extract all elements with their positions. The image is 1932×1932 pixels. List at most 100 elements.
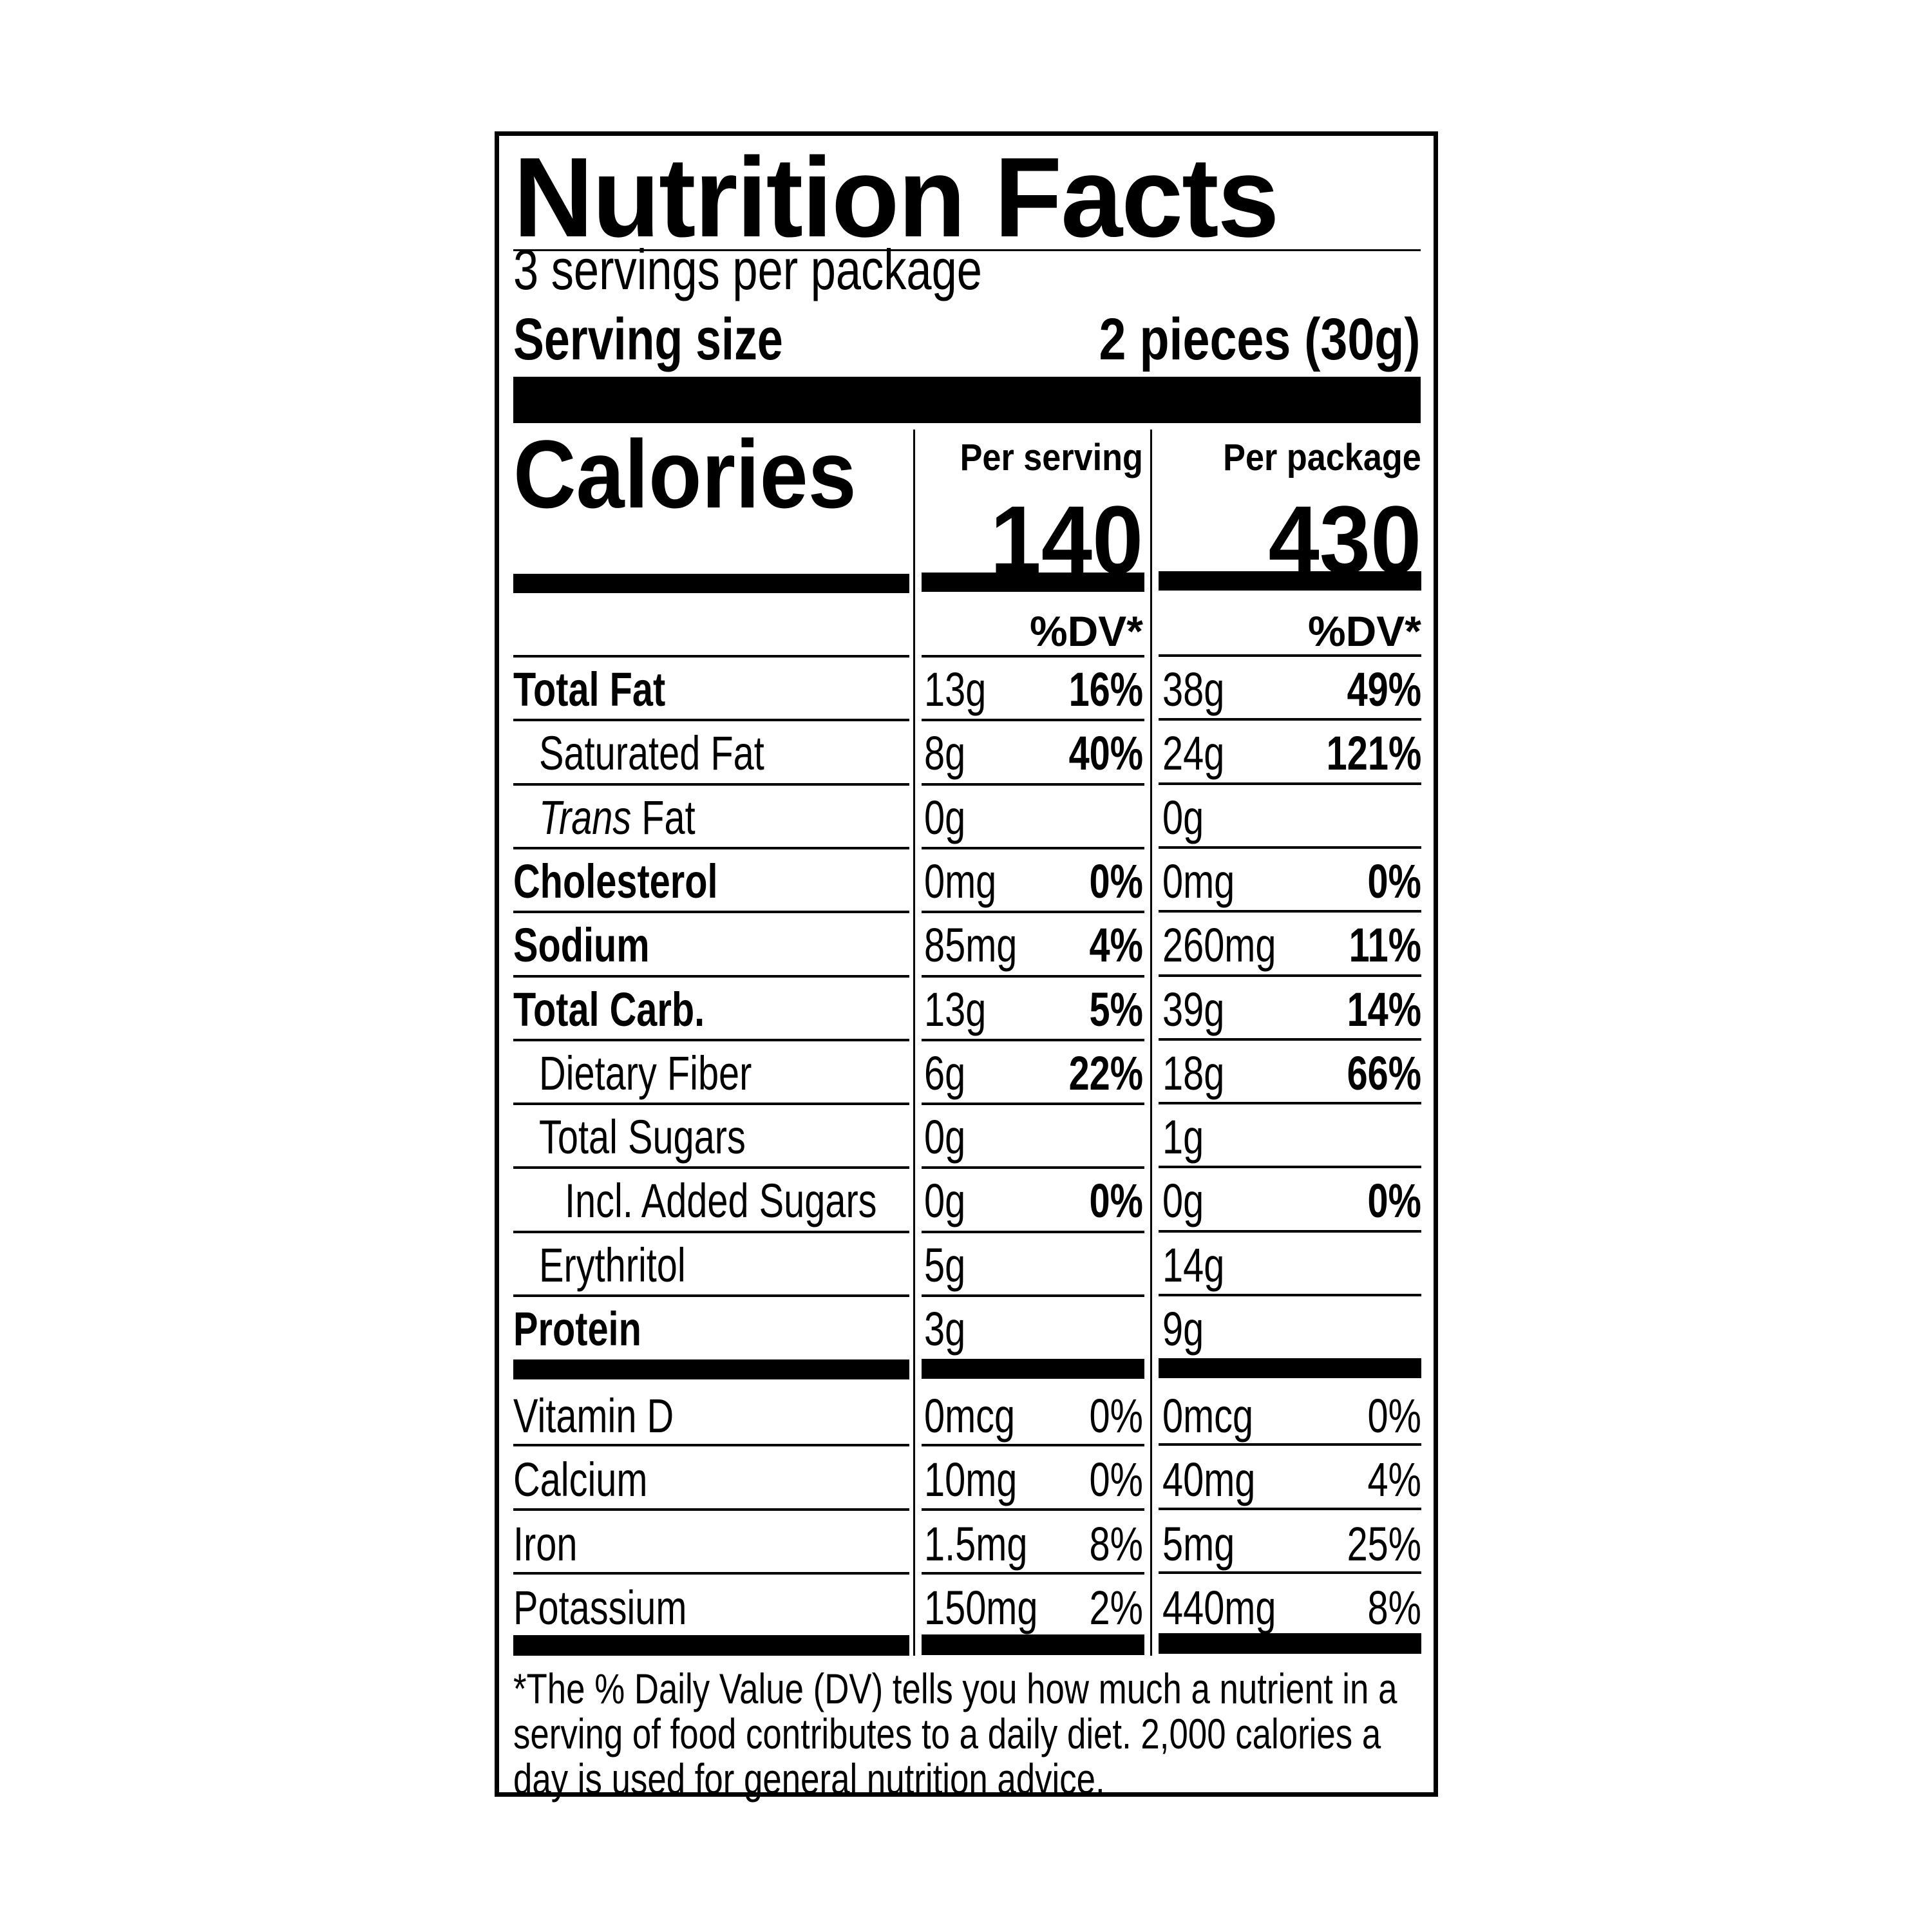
vitamin-2-rule-col2 bbox=[922, 1508, 1144, 1511]
package-amount: 18g bbox=[1162, 1046, 1225, 1100]
nutrient-name: Total Sugars bbox=[539, 1110, 746, 1164]
package-daily-value: 0% bbox=[1367, 1389, 1421, 1443]
serving-daily-value: 0% bbox=[1089, 1174, 1143, 1227]
nutrient-name: Erythritol bbox=[539, 1238, 686, 1292]
serving-daily-value: 0% bbox=[1089, 1389, 1143, 1443]
package-amount: 440mg bbox=[1162, 1581, 1276, 1634]
serving-daily-value bbox=[1014, 1240, 1143, 1291]
vitamin-1-rule-col2 bbox=[922, 1444, 1144, 1446]
vitamin-name: Potassium bbox=[513, 1581, 687, 1634]
serving-amount: 0mg bbox=[924, 855, 997, 908]
nutrient-name: Total Carb. bbox=[513, 983, 705, 1036]
nutrient-7-rule-col1 bbox=[513, 1103, 909, 1105]
package-daily-value: 49% bbox=[1347, 663, 1421, 716]
serving-thick-bar bbox=[513, 377, 1421, 423]
nutrient-0-rule-col2 bbox=[922, 655, 1144, 658]
package-amount: 0g bbox=[1162, 1174, 1204, 1227]
package-amount: 40mg bbox=[1162, 1453, 1256, 1506]
nutrient-2-rule-col3 bbox=[1159, 782, 1421, 785]
serving-daily-value: 40% bbox=[1068, 726, 1143, 780]
vitamin-name: Vitamin D bbox=[513, 1389, 674, 1443]
nutrient-1-rule-col2 bbox=[922, 719, 1144, 721]
nutrient-name: Sodium bbox=[513, 918, 650, 972]
nutrient-8-rule-col1 bbox=[513, 1166, 909, 1169]
serving-daily-value: 0% bbox=[1089, 855, 1143, 908]
vitamin-2-rule-col3 bbox=[1159, 1508, 1421, 1510]
package-daily-value: 0% bbox=[1367, 1174, 1421, 1227]
package-daily-value: 121% bbox=[1326, 726, 1421, 780]
serving-amount: 0mcg bbox=[924, 1389, 1016, 1443]
serving-amount: 13g bbox=[924, 663, 987, 716]
label-title: Nutrition Facts bbox=[513, 135, 1280, 261]
vitamins-bar-col1 bbox=[513, 1635, 909, 1656]
package-amount: 0g bbox=[1162, 791, 1204, 844]
nutrient-5-rule-col2 bbox=[922, 975, 1144, 978]
vitamins-bar-col2 bbox=[922, 1634, 1144, 1655]
package-daily-value bbox=[1291, 1112, 1421, 1163]
nutrient-10-rule-col1 bbox=[513, 1294, 909, 1297]
nutrient-9-rule-col3 bbox=[1159, 1230, 1421, 1233]
serving-daily-value: 4% bbox=[1089, 918, 1143, 972]
vitamin-2-rule-col1 bbox=[513, 1508, 909, 1511]
nutrient-4-rule-col3 bbox=[1159, 910, 1421, 913]
nutrient-name: Dietary Fiber bbox=[539, 1046, 752, 1100]
nutrient-4-rule-col1 bbox=[513, 911, 909, 913]
nutrient-8-rule-col2 bbox=[922, 1166, 1144, 1169]
serving-daily-value: 22% bbox=[1068, 1046, 1143, 1100]
serving-amount: 13g bbox=[924, 983, 987, 1036]
nutrient-2-rule-col2 bbox=[922, 783, 1144, 786]
serving-amount: 10mg bbox=[924, 1453, 1018, 1506]
nutrient-5-rule-col1 bbox=[513, 975, 909, 978]
nutrient-7-rule-col2 bbox=[922, 1103, 1144, 1105]
serving-daily-value: 5% bbox=[1089, 983, 1143, 1036]
nutrient-name: Total Fat bbox=[513, 663, 666, 716]
nutrient-3-rule-col1 bbox=[513, 847, 909, 849]
dv-header-per-serving: %DV* bbox=[1029, 607, 1143, 655]
title-divider bbox=[513, 249, 1421, 251]
column-divider-1 bbox=[913, 430, 915, 1656]
package-daily-value bbox=[1291, 792, 1421, 844]
serving-size-label: Serving size bbox=[513, 307, 783, 372]
serving-daily-value: 2% bbox=[1089, 1581, 1143, 1634]
nutrient-name: Protein bbox=[513, 1302, 641, 1356]
package-amount: 5mg bbox=[1162, 1517, 1235, 1571]
nutrient-name: Trans Fat bbox=[539, 791, 696, 844]
serving-amount: 85mg bbox=[924, 918, 1018, 972]
dv-header-per-package: %DV* bbox=[1307, 607, 1421, 655]
nutrient-6-rule-col1 bbox=[513, 1039, 909, 1041]
vitamin-name: Iron bbox=[513, 1517, 578, 1571]
nutrient-6-rule-col2 bbox=[922, 1039, 1144, 1041]
nutrient-4-rule-col2 bbox=[922, 911, 1144, 913]
package-amount: 38g bbox=[1162, 663, 1225, 716]
column-header-per-serving: Per serving bbox=[960, 437, 1143, 478]
serving-daily-value: 8% bbox=[1089, 1517, 1143, 1571]
package-daily-value: 4% bbox=[1367, 1453, 1421, 1506]
vitamin-3-rule-col2 bbox=[922, 1572, 1144, 1575]
package-daily-value: 66% bbox=[1347, 1046, 1421, 1100]
nutrient-1-rule-col1 bbox=[513, 719, 909, 721]
package-amount: 0mg bbox=[1162, 855, 1235, 908]
serving-daily-value bbox=[1014, 792, 1143, 844]
package-daily-value bbox=[1291, 1303, 1421, 1355]
package-amount: 0mcg bbox=[1162, 1389, 1254, 1443]
serving-amount: 5g bbox=[924, 1238, 966, 1292]
serving-amount: 6g bbox=[924, 1046, 966, 1100]
nutrient-name-italic: Trans bbox=[539, 791, 632, 844]
vitamin-3-rule-col3 bbox=[1159, 1571, 1421, 1574]
serving-daily-value: 0% bbox=[1089, 1453, 1143, 1506]
nutrient-name: Cholesterol bbox=[513, 855, 718, 908]
vitamin-name: Calcium bbox=[513, 1453, 648, 1506]
nutrient-2-rule-col1 bbox=[513, 783, 909, 786]
package-daily-value: 14% bbox=[1347, 983, 1421, 1036]
daily-value-footnote: *The % Daily Value (DV) tells you how mu… bbox=[513, 1665, 1397, 1803]
package-amount: 14g bbox=[1162, 1238, 1225, 1292]
nutrition-facts-label: Nutrition Facts 3 servings per package S… bbox=[495, 131, 1438, 1801]
vitamin-1-rule-col3 bbox=[1159, 1443, 1421, 1446]
nutrient-9-rule-col2 bbox=[922, 1231, 1144, 1233]
package-daily-value: 25% bbox=[1347, 1517, 1421, 1571]
serving-amount: 8g bbox=[924, 726, 966, 780]
nutrient-6-rule-col3 bbox=[1159, 1038, 1421, 1041]
package-amount: 260mg bbox=[1162, 918, 1276, 972]
serving-amount: 0g bbox=[924, 1174, 966, 1227]
vitamin-3-rule-col1 bbox=[513, 1572, 909, 1575]
